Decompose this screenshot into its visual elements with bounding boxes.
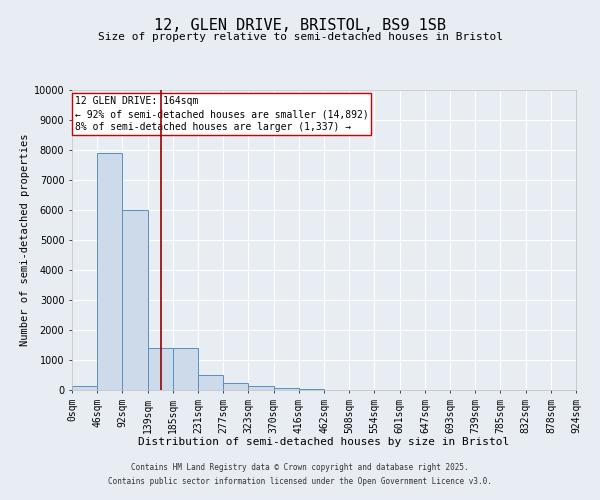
Bar [248, 386, 274, 390]
Bar [173, 348, 198, 390]
Bar [97, 153, 122, 390]
Bar [223, 382, 248, 390]
Bar [274, 388, 299, 390]
Bar [72, 386, 97, 390]
Bar [198, 375, 223, 390]
Y-axis label: Number of semi-detached properties: Number of semi-detached properties [20, 134, 29, 346]
Text: 12 GLEN DRIVE: 164sqm
← 92% of semi-detached houses are smaller (14,892)
8% of s: 12 GLEN DRIVE: 164sqm ← 92% of semi-deta… [74, 96, 368, 132]
Bar [122, 210, 148, 390]
Text: Contains HM Land Registry data © Crown copyright and database right 2025.: Contains HM Land Registry data © Crown c… [131, 464, 469, 472]
Text: Size of property relative to semi-detached houses in Bristol: Size of property relative to semi-detach… [97, 32, 503, 42]
X-axis label: Distribution of semi-detached houses by size in Bristol: Distribution of semi-detached houses by … [139, 437, 509, 447]
Text: 12, GLEN DRIVE, BRISTOL, BS9 1SB: 12, GLEN DRIVE, BRISTOL, BS9 1SB [154, 18, 446, 32]
Bar [148, 348, 173, 390]
Text: Contains public sector information licensed under the Open Government Licence v3: Contains public sector information licen… [108, 477, 492, 486]
